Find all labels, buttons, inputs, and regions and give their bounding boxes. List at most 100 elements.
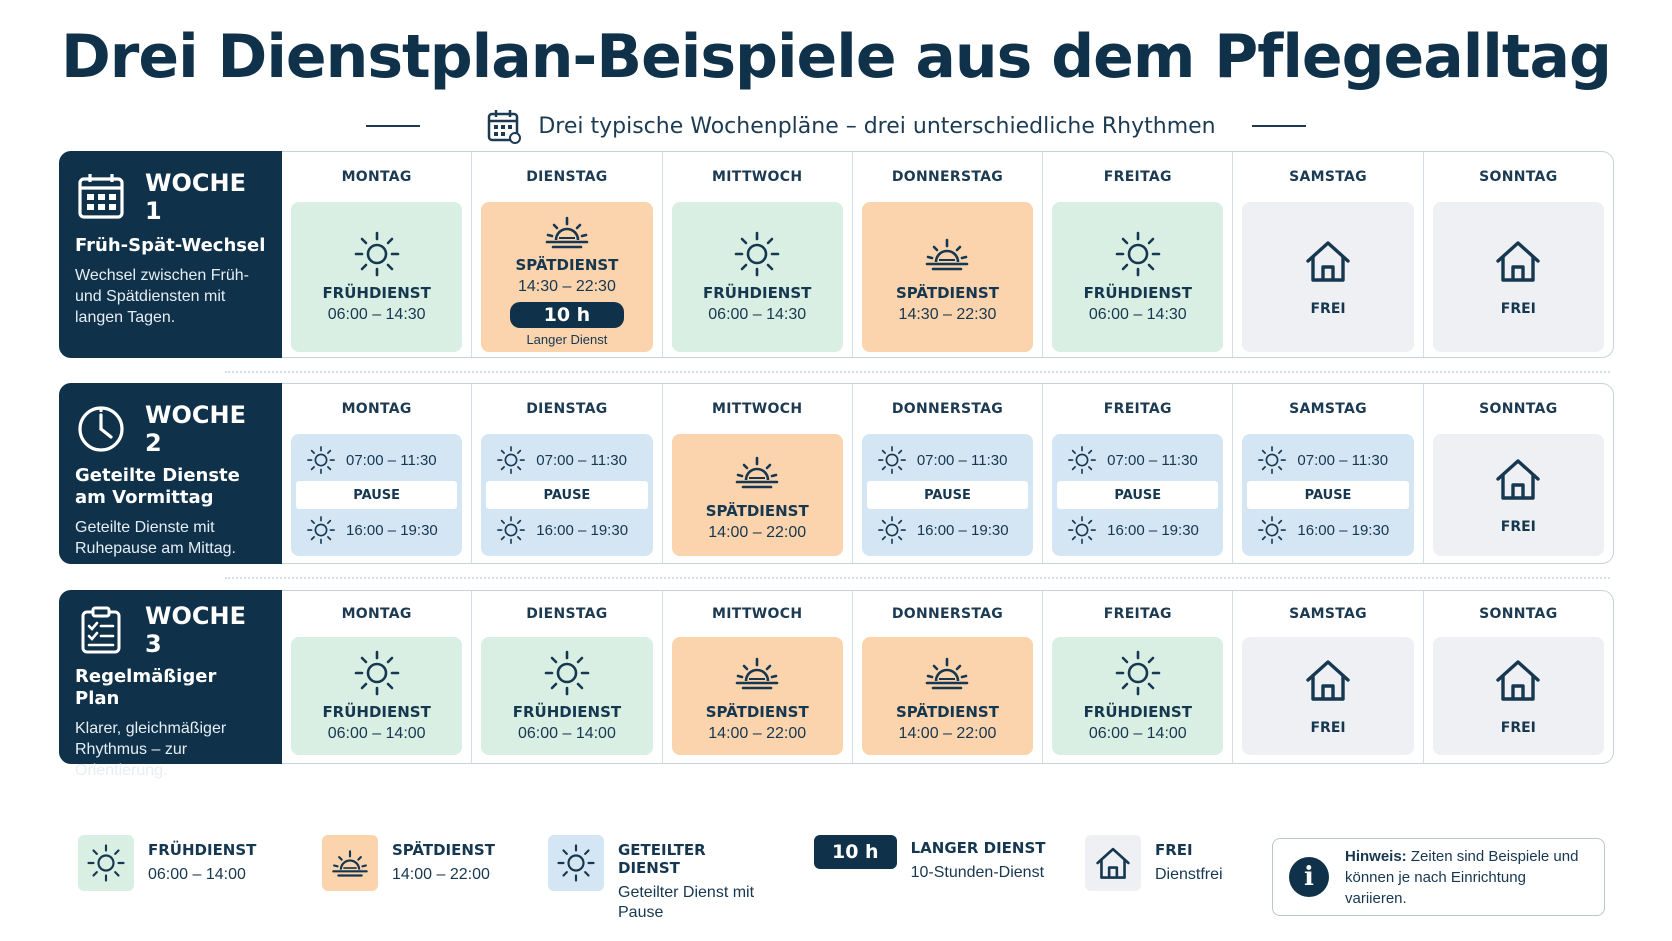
clipboard-icon [81, 606, 121, 654]
shift-card-free: FREI [1432, 637, 1604, 755]
sunset-icon [330, 843, 370, 883]
legend-title: SPÄTDIENST [392, 841, 495, 859]
sunset-icon [733, 448, 781, 496]
day-column-thursday: DONNERSTAG 07:00 – 11:30 PAUSE 16:00 – 1… [853, 384, 1044, 563]
day-name: DIENSTAG [526, 401, 608, 417]
day-column-tuesday: DIENSTAG 07:00 – 11:30 PAUSE 16:00 – 19:… [472, 384, 663, 563]
sun-icon [353, 230, 401, 278]
divider-line [1251, 125, 1306, 127]
day-name: DONNERSTAG [891, 169, 1004, 185]
day-name: MITTWOCH [712, 169, 803, 185]
shift-type: FREI [1500, 720, 1536, 736]
sun-icon [496, 445, 526, 475]
legend-text: 06:00 – 14:00 [148, 866, 246, 883]
shift-time: 06:00 – 14:00 [517, 725, 616, 742]
shift-type: SPÄTDIENST [705, 502, 809, 520]
sun-icon [877, 515, 907, 545]
shift-part-am: 07:00 – 11:30 [1057, 445, 1218, 475]
shift-type: SPÄTDIENST [896, 284, 999, 302]
shift-card-early: FRÜHDIENST 06:00 – 14:30 [1052, 202, 1224, 352]
shift-type: SPÄTDIENST [896, 703, 999, 721]
week-2-label: WOCHE 2 Geteilte Dienste am Vormittag Ge… [59, 383, 282, 564]
day-name: SONNTAG [1479, 401, 1558, 417]
shift-time: 06:00 – 14:00 [327, 725, 426, 742]
shift-card-split: 07:00 – 11:30 PAUSE 16:00 – 19:30 [1242, 434, 1414, 556]
shift-time: 16:00 – 19:30 [1107, 521, 1199, 539]
day-column-friday: FREITAG 07:00 – 11:30 PAUSE 16:00 – 19:3… [1043, 384, 1234, 563]
house-icon [1492, 455, 1544, 503]
shift-card-late: SPÄTDIENST 14:00 – 22:00 [671, 637, 843, 755]
shift-part-am: 07:00 – 11:30 [486, 445, 647, 475]
shift-time: 16:00 – 19:30 [1297, 521, 1390, 539]
week-subtitle: Früh-Spät-Wechsel [75, 235, 266, 256]
shift-time: 14:30 – 22:30 [898, 306, 997, 323]
shift-type: SPÄTDIENST [515, 255, 619, 274]
day-name: MONTAG [341, 401, 412, 417]
day-column-thursday: DONNERSTAG SPÄTDIENST 14:00 – 22:00 [853, 591, 1044, 763]
shift-card-early: FRÜHDIENST 06:00 – 14:00 [291, 637, 463, 755]
shift-part-am: 07:00 – 11:30 [867, 445, 1028, 475]
day-name: FREITAG [1103, 401, 1172, 417]
day-column-saturday: SAMSTAG FREI [1233, 152, 1424, 357]
week-2-panel: WOCHE 2 Geteilte Dienste am Vormittag Ge… [59, 383, 1614, 564]
week-title: WOCHE 1 [145, 169, 246, 225]
pause-label: PAUSE [1057, 481, 1219, 509]
legend-text: Dienstfrei [1155, 866, 1223, 883]
day-column-wednesday: MITTWOCH SPÄTDIENST 14:00 – 22:00 [663, 591, 853, 763]
shift-part-pm: 16:00 – 19:30 [1057, 515, 1218, 545]
day-column-monday: MONTAG FRÜHDIENST 06:00 – 14:30 [282, 152, 473, 357]
shift-type: FRÜHDIENST [512, 703, 622, 721]
day-column-saturday: SAMSTAG 07:00 – 11:30 PAUSE 16:00 – 19:3… [1233, 384, 1424, 563]
week-3-label: WOCHE 3 Regelmäßiger Plan Klarer, gleich… [59, 590, 282, 779]
sun-icon [1114, 230, 1162, 278]
shift-card-free: FREI [1432, 434, 1604, 556]
shift-time: 14:00 – 22:00 [708, 524, 807, 541]
shift-time: 07:00 – 11:30 [1297, 451, 1389, 469]
day-column-monday: MONTAG FRÜHDIENST 06:00 – 14:00 [282, 591, 473, 763]
note-label: Hinweis: [1345, 847, 1407, 865]
shift-type: FREI [1310, 301, 1346, 317]
sun-icon [877, 445, 907, 475]
shift-card-free: FREI [1242, 637, 1414, 755]
legend-title: GETEILTER DIENST [618, 841, 706, 877]
day-name: MITTWOCH [712, 606, 803, 622]
separator [225, 371, 1610, 373]
shift-part-am: 07:00 – 11:30 [1247, 445, 1408, 475]
pause-label: PAUSE [486, 481, 648, 509]
shift-part-pm: 16:00 – 19:30 [1247, 515, 1408, 545]
long-shift-badge: 10 h [509, 301, 625, 328]
long-shift-badge: 10 h [814, 835, 897, 869]
shift-time: 07:00 – 11:30 [916, 451, 1008, 469]
shift-time: 07:00 – 11:30 [346, 451, 437, 469]
sun-icon [1257, 445, 1287, 475]
page-title: Drei Dienstplan-Beispiele aus dem Pflege… [61, 22, 1612, 92]
week-title: WOCHE 2 [145, 401, 246, 457]
week-description: Geteilte Dienste mit Ruhepause am Mittag… [75, 519, 236, 557]
sun-icon [1114, 649, 1162, 697]
day-name: DIENSTAG [526, 606, 608, 622]
shift-time: 07:00 – 11:30 [1107, 451, 1198, 469]
sun-icon [1257, 515, 1287, 545]
legend-item-early: FRÜHDIENST 06:00 – 14:00 [78, 835, 256, 891]
shift-time: 06:00 – 14:30 [1088, 306, 1187, 323]
info-icon: i [1289, 857, 1329, 897]
sun-icon [733, 230, 781, 278]
shift-card-split: 07:00 – 11:30 PAUSE 16:00 – 19:30 [1052, 434, 1224, 556]
shift-time: 06:00 – 14:30 [327, 306, 426, 323]
shift-card-early: FRÜHDIENST 06:00 – 14:00 [1052, 637, 1224, 755]
shift-part-pm: 16:00 – 19:30 [486, 515, 647, 545]
shift-time: 16:00 – 19:30 [346, 521, 438, 539]
day-name: SONNTAG [1479, 169, 1558, 185]
day-name: DONNERSTAG [891, 606, 1004, 622]
day-column-wednesday: MITTWOCH SPÄTDIENST 14:00 – 22:00 [663, 384, 853, 563]
week-subtitle: Regelmäßiger Plan [75, 666, 217, 709]
day-name: SAMSTAG [1289, 169, 1367, 185]
shift-time: 06:00 – 14:30 [708, 306, 807, 323]
shift-card-split: 07:00 – 11:30 PAUSE 16:00 – 19:30 [861, 434, 1034, 556]
week-description: Klarer, gleichmäßiger Rhythmus – zur Ori… [75, 720, 227, 779]
clock-icon [78, 406, 124, 452]
legend-title: FREI [1155, 841, 1193, 859]
day-column-tuesday: DIENSTAG FRÜHDIENST 06:00 – 14:00 [472, 591, 663, 763]
sunset-icon [923, 230, 971, 278]
legend-swatch [548, 835, 604, 891]
